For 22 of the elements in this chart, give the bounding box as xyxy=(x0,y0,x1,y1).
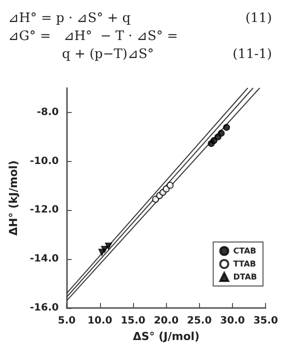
x-tick-label: 20.0 xyxy=(154,316,179,326)
x-tick-label: 30.0 xyxy=(220,316,245,326)
x-tick-label: 25.0 xyxy=(187,316,212,326)
y-tick-label: -10.0 xyxy=(30,156,59,167)
x-axis-title: ΔS° (J/mol) xyxy=(132,330,200,343)
x-tick-label: 15.0 xyxy=(120,316,146,326)
legend-label: CTAB xyxy=(233,246,256,256)
y-tick-label: -12.0 xyxy=(30,204,59,216)
text: ⊿H° = p · ⊿S° + q xyxy=(8,11,131,26)
text: q + (p−T)⊿S° xyxy=(62,47,154,62)
text: (11-1) xyxy=(232,47,272,62)
x-tick-label: 10.0 xyxy=(88,316,112,326)
y-axis-title: ΔH° (kJ/mol) xyxy=(7,160,20,236)
x-tick-label: 35.0 xyxy=(253,316,278,326)
x-tick-label: 5.0 xyxy=(58,316,76,326)
text: (11) xyxy=(245,11,272,26)
y-tick-label: -8.0 xyxy=(36,106,59,118)
text: ⊿G° = ⊿H° − T · ⊿S° = xyxy=(8,29,178,44)
y-tick-label: -14.0 xyxy=(30,254,59,265)
y-tick-label: -16.0 xyxy=(30,302,59,314)
legend-label: DTAB xyxy=(233,272,257,282)
legend-label: TTAB xyxy=(233,260,256,268)
